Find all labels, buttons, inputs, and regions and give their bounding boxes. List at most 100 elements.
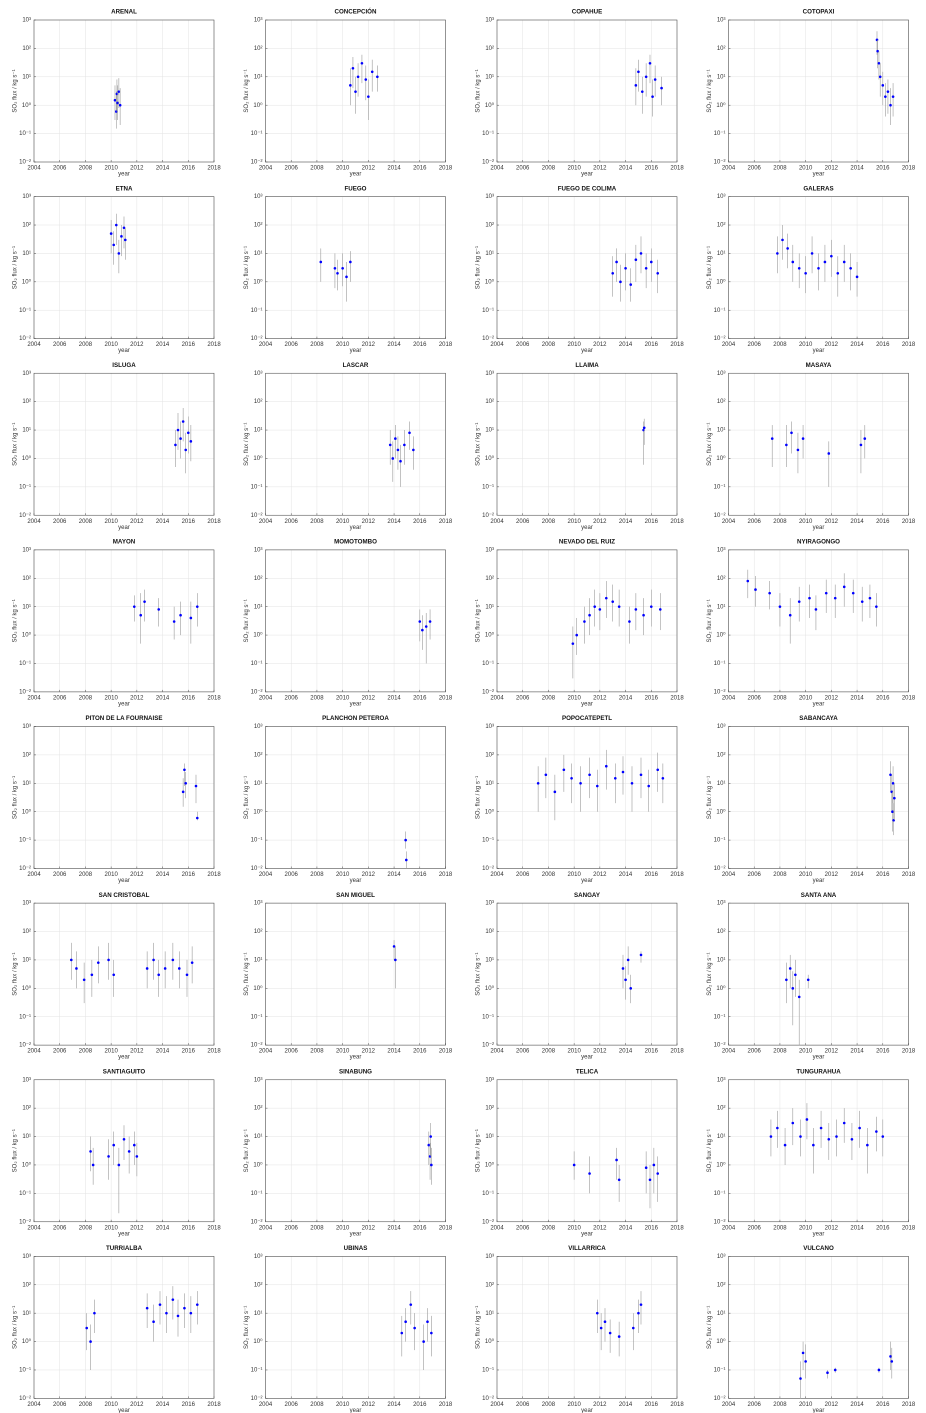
panel-title: FUEGO [344,185,366,192]
data-point [333,266,337,270]
x-tick-label: 2004 [259,695,273,701]
x-axis-label: year [813,172,825,178]
data-point [791,260,795,264]
y-tick-label: 10¹ [22,428,31,434]
plot-area [265,1079,446,1222]
y-tick-label: 10³ [717,1077,726,1083]
panel: 2004 2006 2008 2010 2012 2014 2016 2018 10⁻² 10⁻¹… [476,892,685,1061]
x-tick-label: 2018 [207,1225,221,1231]
data-point [336,271,339,275]
x-tick-label: 2006 [748,1049,762,1055]
y-axis-label: SO₂ flux / kg s⁻¹ [244,776,250,819]
x-tick-label: 2014 [387,342,401,348]
data-point [376,75,379,79]
data-point [875,605,878,608]
data-point [190,961,194,964]
data-point [860,600,864,603]
x-tick-label: 2004 [722,695,736,701]
y-tick-label: 10⁰ [716,632,726,639]
data-point [797,266,801,270]
x-tick-label: 2016 [413,1049,427,1055]
data-point [858,1126,861,1130]
data-point [392,945,396,948]
x-tick-label: 2016 [182,342,196,348]
x-axis-label: year [118,1408,130,1413]
data-point [394,958,397,962]
data-point [891,782,895,785]
x-tick-label: 2006 [516,695,530,701]
y-tick-label: 10¹ [254,251,263,257]
data-point [652,1163,656,1167]
data-point [855,275,859,279]
data-point [859,443,863,447]
data-point [889,1355,892,1358]
x-tick-label: 2012 [825,872,839,878]
y-axis-label: SO₂ flux / kg s⁻¹ [13,1306,19,1349]
x-tick-label: 2012 [825,519,839,525]
y-tick-label: 10² [717,929,726,935]
panel-title: TUNGURAHUA [796,1068,841,1075]
data-point [881,84,885,87]
plot-frame [265,372,446,516]
y-tick-label: 10¹ [22,251,31,257]
data-point [113,98,117,102]
data-point [127,1150,131,1153]
x-axis-label: year [118,701,130,707]
y-tick-label: 10² [485,1106,494,1112]
x-tick-label: 2010 [799,1402,813,1408]
panel: 2004 2006 2008 2010 2012 2014 2016 2018 10⁻² 10⁻¹… [13,715,222,884]
y-tick-label: 10² [717,399,726,405]
x-tick-label: 2014 [850,1225,864,1231]
x-tick-label: 2010 [567,166,581,172]
y-tick-label: 10⁻¹ [251,131,263,137]
data-point [107,1155,110,1158]
data-point [631,1326,635,1330]
data-point [634,84,638,87]
plot-frame [33,549,215,693]
x-axis-label: year [118,1055,130,1061]
x-tick-label: 2018 [207,695,221,701]
data-point [890,1360,894,1363]
x-tick-label: 2016 [182,872,196,878]
x-tick-label: 2012 [362,1049,376,1055]
data-point [877,61,881,65]
data-point [570,776,573,780]
data-point [404,838,407,842]
x-tick-label: 2008 [542,519,556,525]
x-tick-label: 2008 [310,695,324,701]
panel: 2004 2006 2008 2010 2012 2014 2016 2018 10⁻² 10⁻¹… [13,539,222,708]
y-axis-label: SO₂ flux / kg s⁻¹ [13,776,19,819]
y-tick-label: 10¹ [717,958,726,964]
x-tick-label: 2014 [387,872,401,878]
y-tick-label: 10² [254,576,263,582]
panel: 2004 2006 2008 2010 2012 2014 2016 2018 10⁻² 10⁻¹… [13,9,222,178]
y-axis-label: SO₂ flux / kg s⁻¹ [244,423,250,466]
data-point [394,437,397,440]
y-tick-label: 10³ [254,901,263,907]
plot-area [728,373,909,516]
data-point [842,1121,846,1125]
y-tick-label: 10⁻¹ [251,1014,263,1020]
x-axis-label: year [350,878,362,884]
data-point [189,616,193,620]
x-tick-label: 2012 [362,1402,376,1408]
x-tick-label: 2016 [876,1225,890,1231]
y-tick-label: 10⁻² [482,513,494,519]
y-tick-label: 10¹ [485,781,494,787]
x-tick-label: 2018 [439,342,453,348]
x-tick-label: 2010 [104,1225,118,1231]
data-point [799,1377,802,1380]
y-axis-label: SO₂ flux / kg s⁻¹ [13,599,19,642]
y-tick-label: 10³ [22,901,31,907]
y-tick-label: 10⁻² [19,689,31,695]
x-tick-label: 2010 [567,1225,581,1231]
x-tick-label: 2008 [310,1049,324,1055]
panel-title: CONCEPCIÓN [335,8,377,16]
x-tick-label: 2004 [722,872,736,878]
panel-title: ETNA [116,185,133,192]
y-tick-label: 10¹ [22,74,31,80]
data-point [644,266,648,270]
panel: 2004 2006 2008 2010 2012 2014 2016 2018 10⁻² 10⁻¹… [13,362,222,531]
